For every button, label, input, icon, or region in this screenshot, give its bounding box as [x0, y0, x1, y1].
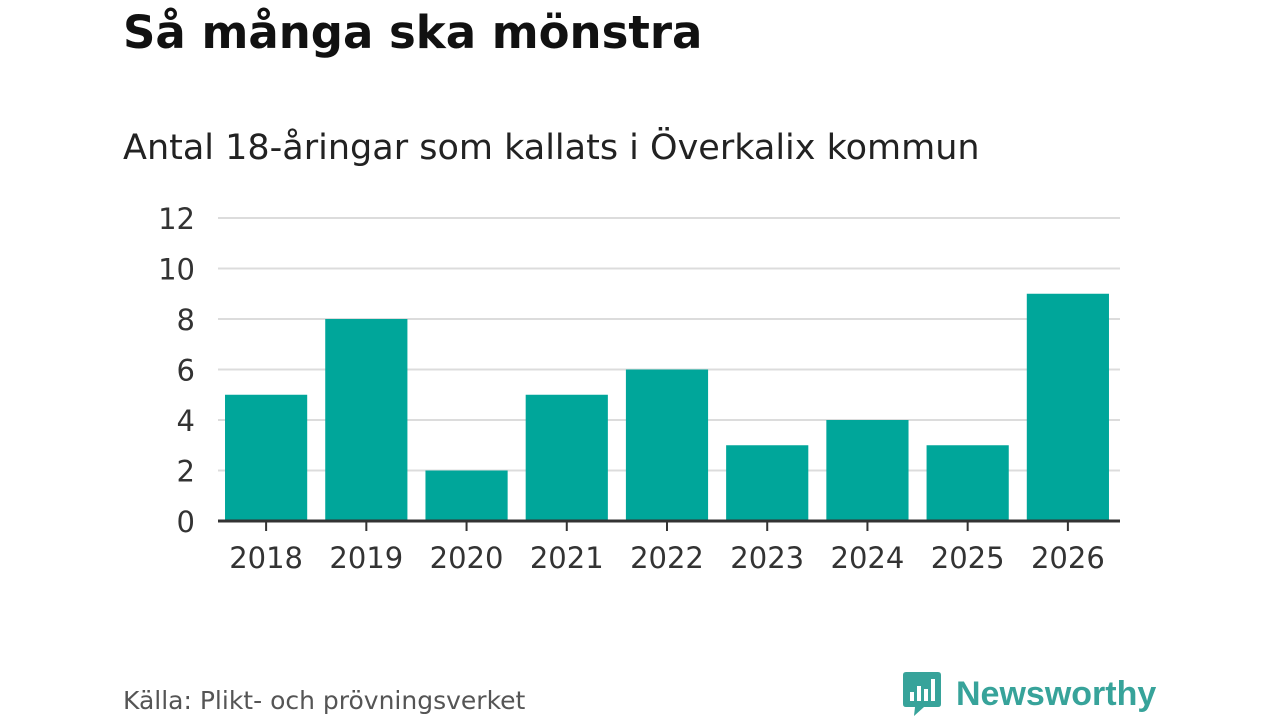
source-note: Källa: Plikt- och prövningsverket — [123, 686, 526, 715]
chart-title: Så många ska mönstra — [123, 6, 703, 59]
brand: Newsworthy — [902, 670, 1156, 718]
bar-2023 — [726, 445, 809, 521]
x-tick-label: 2020 — [430, 541, 504, 575]
y-tick-label: 10 — [158, 253, 195, 287]
y-tick-label: 12 — [158, 202, 195, 236]
bar-2026 — [1026, 293, 1109, 521]
chart-subtitle: Antal 18-åringar som kallats i Överkalix… — [123, 128, 980, 168]
bar-2024 — [826, 420, 909, 521]
bar-2025 — [926, 445, 1009, 521]
x-tick-label: 2022 — [630, 541, 704, 575]
bar-2022 — [625, 369, 709, 521]
y-tick-label: 0 — [177, 505, 195, 539]
bar-2018 — [225, 394, 308, 521]
x-tick-label: 2021 — [530, 541, 604, 575]
y-axis-ticks: 0 2 4 6 8 10 12 — [158, 202, 195, 539]
bar-2019 — [325, 319, 408, 521]
x-tick-label: 2023 — [730, 541, 804, 575]
x-tick-label: 2018 — [229, 541, 303, 575]
x-tick-label: 2019 — [329, 541, 403, 575]
x-tick-label: 2026 — [1031, 541, 1105, 575]
y-tick-label: 8 — [177, 303, 195, 337]
brand-name: Newsworthy — [956, 674, 1157, 713]
x-tick-label: 2024 — [831, 541, 905, 575]
bar-2020 — [425, 470, 508, 521]
bars — [225, 293, 1109, 521]
newsworthy-logo-icon — [903, 672, 941, 716]
x-axis: 2018 2019 2020 2021 2022 2023 2024 2025 2026 — [218, 519, 1120, 575]
bar-2021 — [525, 394, 608, 521]
y-tick-label: 4 — [177, 404, 195, 438]
x-tick-label: 2025 — [931, 541, 1005, 575]
y-tick-label: 2 — [177, 455, 195, 489]
y-tick-label: 6 — [177, 354, 195, 388]
